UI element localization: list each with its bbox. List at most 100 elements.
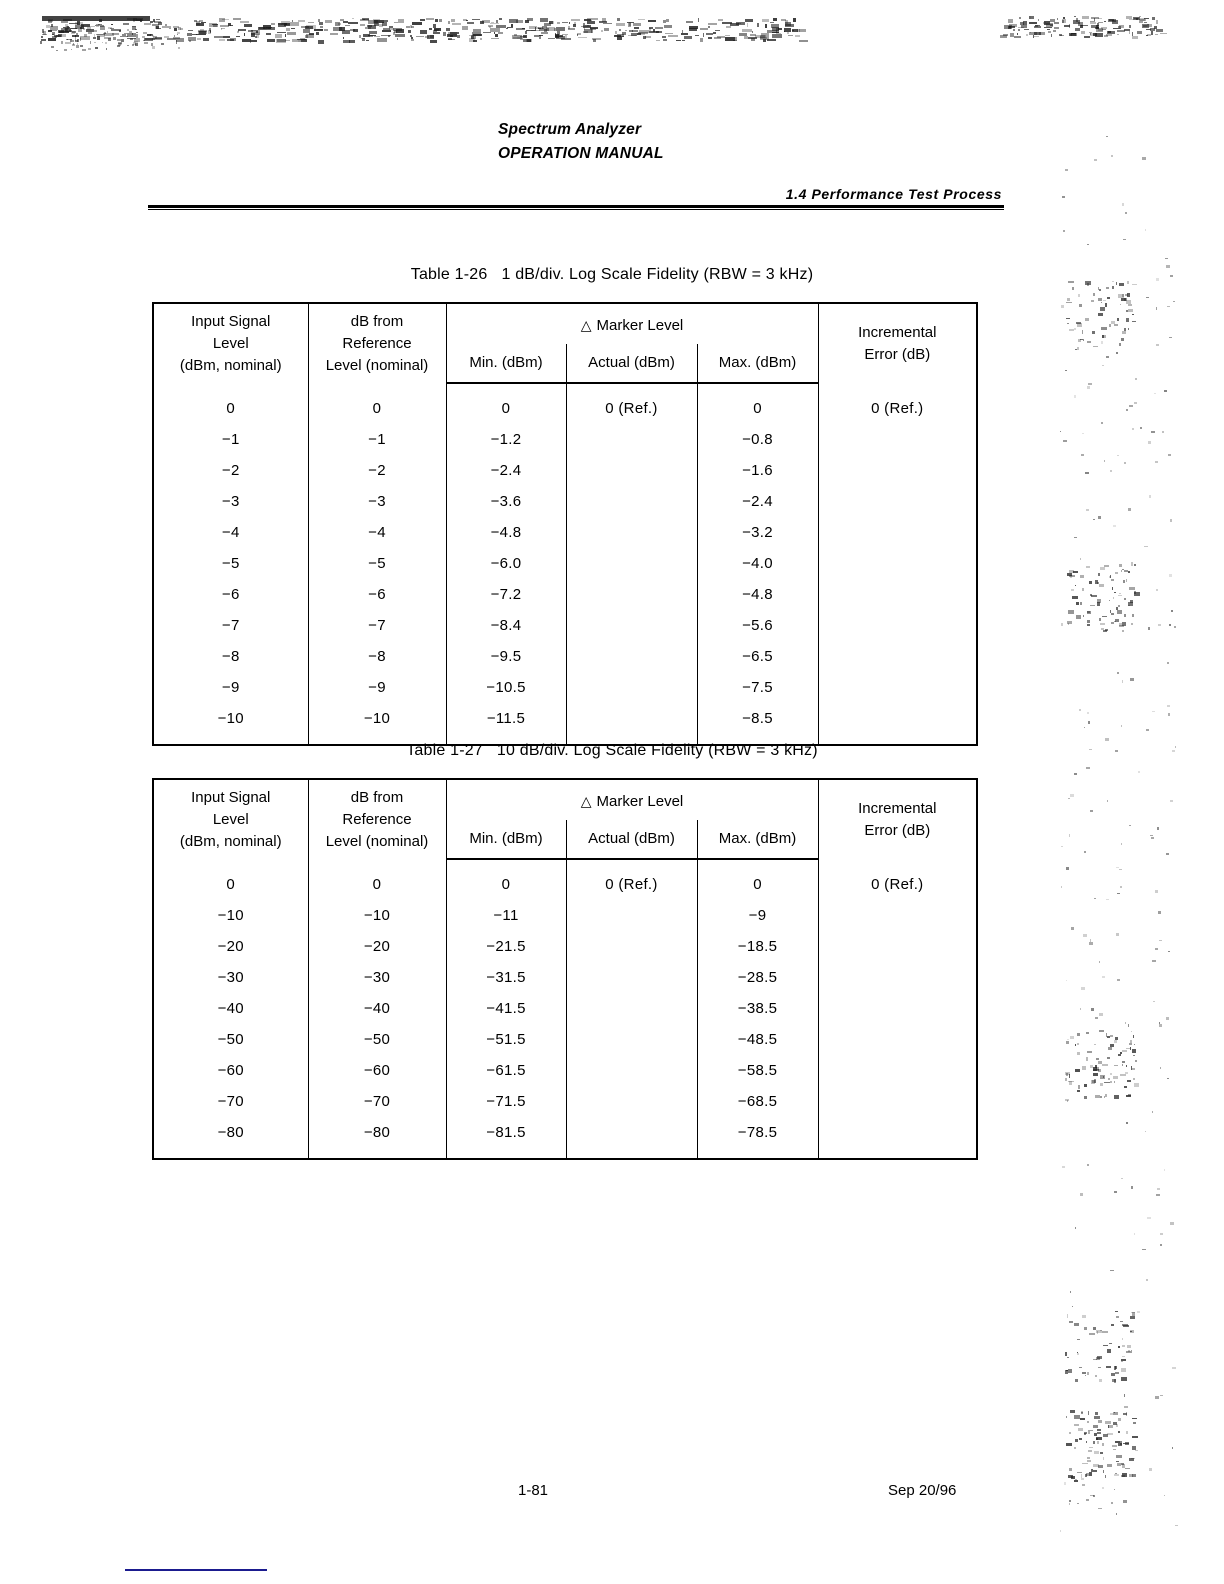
table-row: −8 −8 −9.5 −6.5 [153,641,978,672]
cell-actual [565,900,698,931]
cell-min: −10.5 [445,672,567,703]
table-26-head: Input Signal Level (dBm, nominal) dB fro… [153,303,978,384]
input-signal-line2: Level [212,335,249,352]
incremental-line1: Incremental [858,324,937,341]
col-header-db-from-reference: dB from Reference Level (nominal) [307,303,447,383]
cell-max: −8.5 [696,703,819,745]
cell-actual [565,1117,698,1159]
incremental-line2: Error (dB) [864,822,931,839]
table-row: −3 −3 −3.6 −2.4 [153,486,978,517]
col-header-min: Min. (dBm) [445,344,567,384]
cell-incremental-error [817,900,978,931]
cell-min: 0 [445,383,567,424]
col-header-incremental-error: Incremental Error (dB) [817,779,978,859]
cell-max: −18.5 [696,931,819,962]
cell-input-signal: −30 [153,962,309,993]
cell-actual [565,993,698,1024]
cell-actual [565,579,698,610]
cell-db-from-reference: −20 [307,931,447,962]
table-row: −70 −70 −71.5 −68.5 [153,1086,978,1117]
incremental-line2: Error (dB) [864,346,931,363]
cell-actual [565,1086,698,1117]
blue-annotation-mark [125,1569,267,1571]
cell-actual [565,610,698,641]
cell-incremental-error: 0 (Ref.) [817,383,978,424]
cell-actual [565,517,698,548]
cell-min: −81.5 [445,1117,567,1159]
section-title: 1.4 Performance Test Process [785,186,1002,202]
table-27-title: 10 dB/div. Log Scale Fidelity (RBW = 3 k… [496,742,818,759]
cell-actual [565,641,698,672]
cell-input-signal: −3 [153,486,309,517]
cell-input-signal: −5 [153,548,309,579]
cell-incremental-error [817,455,978,486]
cell-db-from-reference: −7 [307,610,447,641]
cell-min: −9.5 [445,641,567,672]
cell-min: 0 [445,859,567,900]
col-header-actual: Actual (dBm) [565,344,698,384]
cell-max: −48.5 [696,1024,819,1055]
cell-incremental-error [817,610,978,641]
cell-max: −38.5 [696,993,819,1024]
cell-actual [565,703,698,745]
cell-db-from-reference: −50 [307,1024,447,1055]
cell-max: 0 [696,383,819,424]
cell-min: −7.2 [445,579,567,610]
cell-actual [565,486,698,517]
cell-incremental-error [817,1086,978,1117]
cell-incremental-error [817,672,978,703]
cell-actual [565,1055,698,1086]
input-signal-line3: (dBm, nominal) [179,833,282,850]
cell-max: −9 [696,900,819,931]
document-header: Spectrum Analyzer OPERATION MANUAL [498,118,664,166]
table-27-caption: Table 1-27 10 dB/div. Log Scale Fidelity … [0,742,1224,760]
table-27-head: Input Signal Level (dBm, nominal) dB fro… [153,779,978,860]
section-rule-thin [148,209,1004,210]
cell-actual [565,1024,698,1055]
cell-db-from-reference: −4 [307,517,447,548]
db-from-line1: dB from [350,789,404,806]
cell-max: −78.5 [696,1117,819,1159]
input-signal-line3: (dBm, nominal) [179,357,282,374]
col-header-max: Max. (dBm) [696,344,819,384]
cell-db-from-reference: −30 [307,962,447,993]
col-header-db-from-reference: dB from Reference Level (nominal) [307,779,447,859]
cell-input-signal: 0 [153,383,309,424]
cell-db-from-reference: −5 [307,548,447,579]
cell-min: −71.5 [445,1086,567,1117]
cell-input-signal: 0 [153,859,309,900]
cell-input-signal: −10 [153,900,309,931]
table-row: −50 −50 −51.5 −48.5 [153,1024,978,1055]
cell-max: −28.5 [696,962,819,993]
footer-date: Sep 20/96 [888,1482,957,1499]
cell-incremental-error [817,579,978,610]
table-row: −10 −10 −11.5 −8.5 [153,703,978,745]
marker-level-label: Marker Level [596,316,684,334]
cell-input-signal: −4 [153,517,309,548]
cell-incremental-error [817,1055,978,1086]
cell-max: 0 [696,859,819,900]
cell-input-signal: −8 [153,641,309,672]
cell-db-from-reference: −9 [307,672,447,703]
cell-min: −6.0 [445,548,567,579]
manual-title-line1: Spectrum Analyzer [498,121,642,138]
marker-level-label: Marker Level [596,792,684,810]
cell-db-from-reference: −40 [307,993,447,1024]
col-header-min: Min. (dBm) [445,820,567,860]
cell-input-signal: −9 [153,672,309,703]
cell-min: −11.5 [445,703,567,745]
cell-input-signal: −70 [153,1086,309,1117]
input-signal-line2: Level [212,811,249,828]
cell-max: −3.2 [696,517,819,548]
cell-db-from-reference: −70 [307,1086,447,1117]
cell-min: −3.6 [445,486,567,517]
table-row: −60 −60 −61.5 −58.5 [153,1055,978,1086]
cell-max: −4.8 [696,579,819,610]
cell-input-signal: −10 [153,703,309,745]
table-row: −1 −1 −1.2 −0.8 [153,424,978,455]
cell-input-signal: −2 [153,455,309,486]
cell-db-from-reference: −60 [307,1055,447,1086]
